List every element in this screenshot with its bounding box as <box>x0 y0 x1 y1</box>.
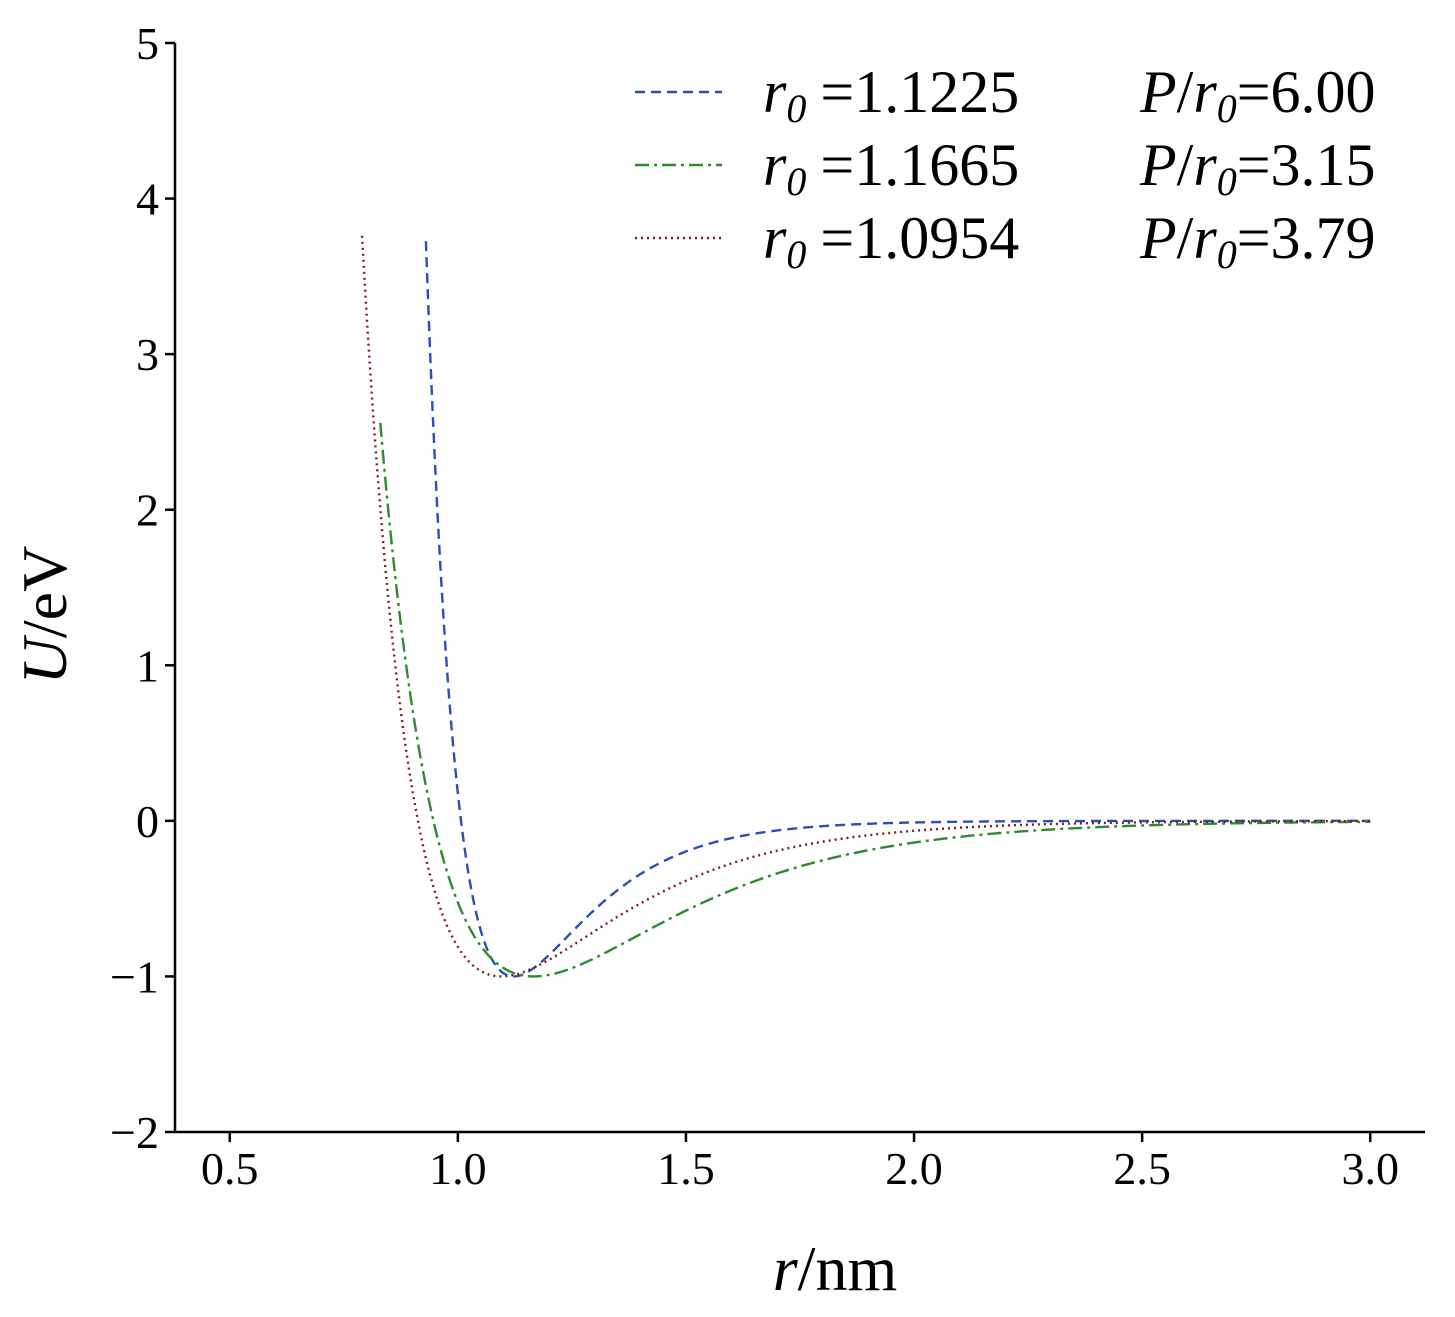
x-tick-label: 0.5 <box>201 1143 259 1194</box>
x-axis-label-symbol: r <box>773 1233 799 1304</box>
series-line-3 <box>360 235 1371 978</box>
series-line-2 <box>379 422 1371 978</box>
y-ticks: −2 −1 0 1 2 3 4 5 <box>110 18 175 1158</box>
x-tick-label: 1.5 <box>657 1143 715 1194</box>
y-tick-label: 3 <box>136 329 159 380</box>
x-tick-label: 2.5 <box>1113 1143 1171 1194</box>
y-tick-label: 1 <box>136 640 159 691</box>
legend-item-3: r0 =1.0954 P/r0=3.79 <box>635 205 1376 277</box>
legend-p-ratio-label: P/r0=3.79 <box>1139 205 1376 277</box>
legend-r0-label: r0 =1.1665 <box>763 132 1019 204</box>
y-tick-label: 0 <box>136 796 159 847</box>
series-line-1 <box>424 241 1371 978</box>
legend-item-2: r0 =1.1665 P/r0=3.15 <box>635 132 1376 204</box>
y-tick-label: 5 <box>136 18 159 69</box>
x-ticks: 0.5 1.0 1.5 2.0 2.5 3.0 <box>201 1132 1399 1194</box>
y-axis-label-unit: /eV <box>9 546 80 638</box>
y-axis-label-symbol: U <box>9 634 80 684</box>
y-axis-label: U/eV <box>9 546 80 685</box>
axes <box>173 43 1425 1134</box>
x-tick-label: 3.0 <box>1342 1143 1400 1194</box>
x-tick-label: 1.0 <box>429 1143 487 1194</box>
legend-p-ratio-label: P/r0=3.15 <box>1139 132 1376 204</box>
legend-item-1: r0 =1.1225 P/r0=6.00 <box>635 59 1376 131</box>
legend-r0-label: r0 =1.0954 <box>763 205 1019 277</box>
y-tick-label: 4 <box>136 174 159 225</box>
legend-p-ratio-label: P/r0=6.00 <box>1139 59 1376 131</box>
x-tick-label: 2.0 <box>885 1143 943 1194</box>
legend-r0-label: r0 =1.1225 <box>763 59 1019 131</box>
y-tick-label: 2 <box>136 485 159 536</box>
x-axis-label: r/nm <box>773 1233 897 1304</box>
curves <box>360 235 1371 978</box>
y-tick-label: −2 <box>110 1107 159 1158</box>
y-tick-label: −1 <box>110 951 159 1002</box>
x-axis-label-unit: /nm <box>798 1233 898 1304</box>
